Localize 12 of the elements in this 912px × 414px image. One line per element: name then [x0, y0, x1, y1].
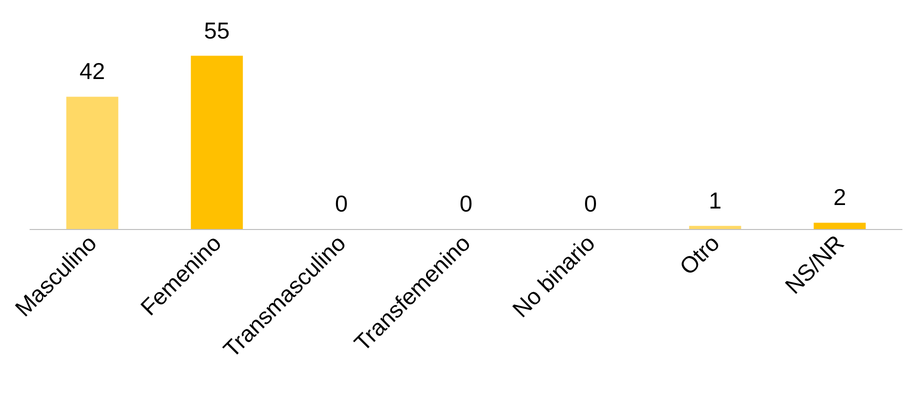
bar	[190, 56, 243, 229]
data-label: 0	[460, 190, 472, 216]
bar	[66, 96, 118, 229]
bar	[689, 226, 742, 229]
data-label: 0	[584, 190, 597, 216]
data-label: 1	[708, 187, 722, 214]
data-label: 55	[204, 17, 230, 44]
data-label: 42	[79, 58, 106, 84]
x-tick-label: Otro	[674, 230, 724, 280]
bar	[814, 222, 866, 229]
data-label: 2	[833, 184, 846, 210]
data-label: 0	[335, 190, 348, 216]
